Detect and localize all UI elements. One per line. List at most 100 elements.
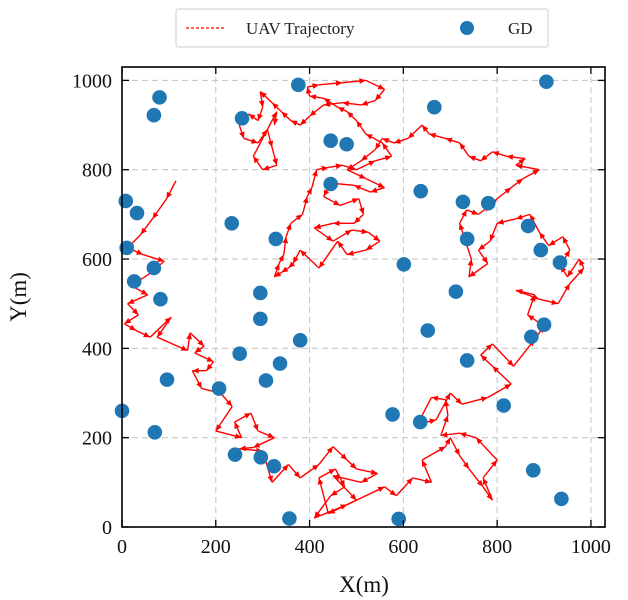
trajectory-arrowhead xyxy=(406,477,413,485)
trajectory-arrowhead xyxy=(562,236,569,244)
trajectory-arrowhead xyxy=(377,182,385,188)
trajectory-arrowhead xyxy=(347,111,354,119)
trajectory-arrowhead xyxy=(361,154,368,161)
trajectory-arrowhead xyxy=(532,169,540,176)
trajectory-arrowhead xyxy=(290,120,298,126)
trajectory-arrowhead xyxy=(300,118,307,126)
trajectory-arrowhead xyxy=(515,214,523,220)
trajectory-arrowhead xyxy=(302,196,309,204)
y-tick-label: 600 xyxy=(82,249,112,271)
trajectory-arrowhead xyxy=(278,254,284,262)
trajectory-arrowhead xyxy=(527,314,535,321)
gd-point xyxy=(291,77,306,93)
trajectory-arrowhead xyxy=(373,235,380,242)
trajectory-arrowhead xyxy=(459,432,467,438)
trajectory-arrowhead xyxy=(157,330,164,338)
trajectory-arrowhead xyxy=(444,393,451,401)
trajectory-arrowhead xyxy=(359,78,366,84)
trajectory-segment xyxy=(346,486,385,506)
trajectory-arrowhead xyxy=(497,219,505,225)
trajectory-arrowhead xyxy=(370,187,378,193)
trajectory-arrowhead xyxy=(312,169,318,177)
trajectory-arrowhead xyxy=(317,477,324,485)
trajectory-arrowhead xyxy=(337,241,344,249)
trajectory-arrowhead xyxy=(467,259,474,266)
trajectory-arrowhead xyxy=(140,227,147,235)
trajectory-arrowhead xyxy=(243,413,251,419)
trajectory-arrowhead xyxy=(476,480,484,487)
trajectory-arrowhead xyxy=(408,131,415,139)
trajectory-arrowhead xyxy=(274,263,280,271)
trajectory-segment xyxy=(252,111,278,157)
trajectory-arrowhead xyxy=(312,464,319,471)
trajectory-arrowhead xyxy=(354,185,362,191)
gd-point xyxy=(119,240,134,256)
gd-point xyxy=(253,311,268,327)
gd-point xyxy=(146,260,162,276)
trajectory-arrowhead xyxy=(429,418,437,425)
trajectory-arrowhead xyxy=(258,100,265,108)
trajectory-arrowhead xyxy=(375,93,382,101)
trajectory-arrowhead xyxy=(330,489,338,496)
trajectory-arrowhead xyxy=(215,424,222,431)
gd-point xyxy=(152,90,167,105)
trajectory-arrowhead xyxy=(377,486,385,493)
trajectory-arrowhead xyxy=(136,249,144,255)
trajectory-arrowhead xyxy=(314,511,321,519)
trajectory-arrowhead xyxy=(365,244,373,251)
trajectory-arrowhead xyxy=(253,156,260,164)
trajectory-arrowhead xyxy=(272,118,279,126)
trajectory-arrowhead xyxy=(382,142,389,150)
x-tick-label: 0 xyxy=(117,536,127,558)
trajectory-arrowhead xyxy=(260,91,267,99)
trajectory-arrowhead xyxy=(252,423,259,431)
trajectory-arrowhead xyxy=(506,154,514,160)
legend: UAV Trajectory GD xyxy=(175,8,549,48)
trajectory-arrowhead xyxy=(194,346,202,353)
trajectory-arrowhead xyxy=(455,397,462,405)
trajectory-arrowhead xyxy=(504,187,512,194)
gd-point xyxy=(268,231,284,247)
gd-point xyxy=(211,381,227,396)
trajectory-arrowhead xyxy=(424,478,432,484)
trajectory-arrowhead xyxy=(518,158,526,165)
trajectory-arrowhead xyxy=(333,220,340,227)
trajectory-arrowhead xyxy=(481,256,488,264)
trajectory-arrowhead xyxy=(267,432,275,438)
gd-point xyxy=(147,425,163,440)
legend-gd-swatch xyxy=(460,21,474,35)
trajectory-arrowhead xyxy=(480,396,488,402)
trajectory-arrowhead xyxy=(489,234,496,242)
x-axis-label: X(m) xyxy=(339,572,389,597)
trajectory-arrowhead xyxy=(421,460,428,468)
trajectory-arrowhead xyxy=(458,223,465,231)
gd-point xyxy=(292,333,308,348)
trajectory-arrowhead xyxy=(490,460,498,467)
trajectory-arrowhead xyxy=(507,359,514,367)
y-tick-label: 0 xyxy=(102,517,112,539)
trajectory-arrowhead xyxy=(326,446,334,454)
trajectory-arrowhead xyxy=(349,165,357,171)
trajectory-arrowhead xyxy=(344,230,352,236)
trajectory-arrowhead xyxy=(389,489,397,496)
trajectory-arrowhead xyxy=(262,165,270,171)
trajectory-arrowhead xyxy=(157,256,165,263)
x-tick-label: 200 xyxy=(201,536,231,558)
y-tick-label: 1000 xyxy=(72,70,112,92)
gd-point xyxy=(272,356,288,371)
trajectory-arrowhead xyxy=(140,289,148,295)
trajectory-arrowhead xyxy=(438,446,446,453)
trajectory-arrowhead xyxy=(349,462,357,469)
trajectory-arrowhead xyxy=(318,261,325,268)
trajectory-arrowhead xyxy=(548,239,556,246)
x-tick-label: 800 xyxy=(482,536,512,558)
gd-point xyxy=(533,242,549,258)
x-tick-label: 1000 xyxy=(571,536,611,558)
trajectory-arrowhead xyxy=(293,471,301,478)
trajectory-arrowhead xyxy=(288,261,296,268)
trajectory-arrowhead xyxy=(234,433,242,439)
gd-point xyxy=(413,183,429,199)
trajectory-arrowhead xyxy=(377,84,385,90)
trajectory-arrowhead xyxy=(281,111,289,119)
